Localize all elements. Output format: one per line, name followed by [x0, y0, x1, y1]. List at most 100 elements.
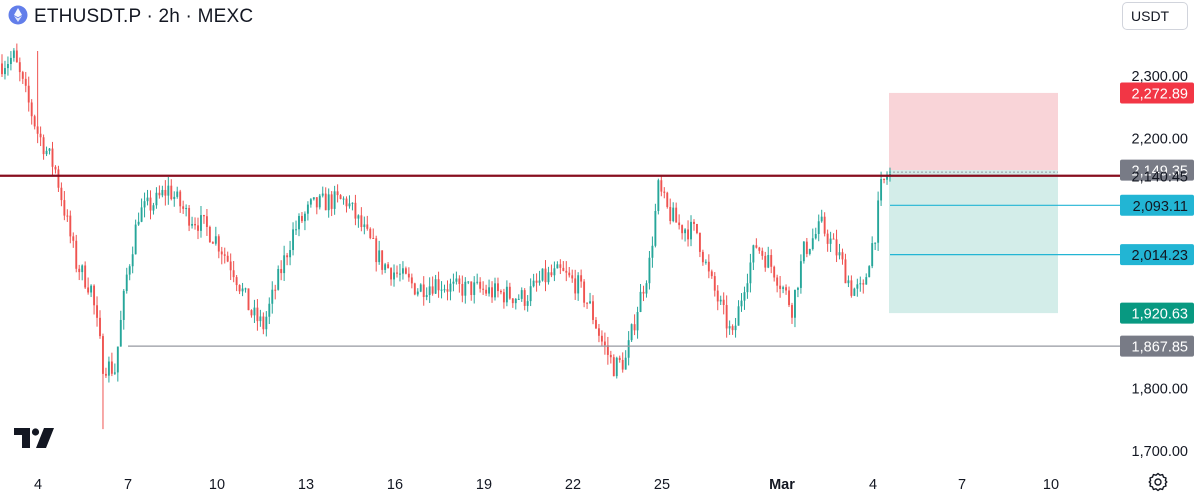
candle-body [511, 298, 514, 304]
candle-body [624, 357, 627, 370]
candle-body [425, 295, 428, 298]
candle-body [541, 268, 544, 281]
candle-body [256, 307, 259, 322]
candle-body [508, 286, 511, 299]
candle-body [796, 287, 799, 290]
candle-body [802, 241, 805, 262]
candle-body [627, 340, 630, 358]
candle-body [48, 148, 51, 151]
candle-body [731, 326, 734, 331]
candle-body [72, 236, 75, 241]
candle-body [393, 272, 395, 280]
candle-body [51, 148, 54, 167]
candle-body [271, 289, 274, 304]
candle-body [856, 284, 859, 289]
candle-body [223, 254, 226, 256]
candle-body [170, 185, 173, 200]
candle-body [505, 286, 508, 303]
candle-body [295, 229, 297, 231]
candle-body [461, 283, 464, 296]
candle-body [197, 225, 199, 231]
candle-body [384, 264, 387, 270]
candle-body [814, 234, 817, 239]
candle-body [416, 291, 419, 295]
candle-body [268, 303, 271, 317]
candle-body [743, 292, 746, 301]
candle-body [306, 204, 309, 214]
candle-body [226, 255, 229, 262]
price-label-box [1120, 244, 1194, 266]
currency-button[interactable]: USDT [1122, 2, 1188, 30]
candle-body [538, 280, 541, 283]
price-label-box [1120, 159, 1194, 181]
candle-body [173, 196, 176, 200]
candle-body [107, 361, 110, 376]
candle-body [339, 195, 342, 199]
candle-body [458, 278, 461, 284]
symbol-header[interactable]: ETHUSDT.P · 2h · MEXC [8, 5, 253, 28]
candle-body [211, 242, 214, 244]
time-axis[interactable]: 4 7 10 13 16 19 22 25 Mar 4 7 10 [34, 477, 1059, 493]
candle-body [149, 197, 152, 211]
candle-body [324, 193, 327, 211]
candle-body [583, 281, 586, 303]
candle-body [728, 326, 731, 329]
candle-body [886, 176, 888, 180]
candle-body [244, 288, 247, 290]
candle-body [639, 291, 642, 312]
candle-body [36, 126, 39, 134]
candle-body [770, 255, 773, 267]
price-label-text: 2,272.89 [1132, 86, 1188, 102]
candle-body [182, 206, 185, 209]
horizontal-levels [0, 174, 1120, 347]
position-zones [889, 92, 1058, 314]
candle-body [612, 357, 615, 377]
currency-label: USDT [1131, 8, 1170, 24]
candle-body [443, 289, 446, 291]
candle-body [645, 283, 648, 294]
price-label-box [1120, 82, 1194, 104]
candle-body [577, 275, 580, 294]
candle-body [143, 201, 146, 208]
candle-body [354, 202, 357, 219]
candle-body [752, 245, 755, 263]
candle-body [321, 193, 324, 196]
candle-body [381, 250, 384, 270]
candle-body [283, 255, 286, 274]
candle-body [755, 245, 758, 248]
price-axis[interactable]: 2,300.00 2,200.00 1,800.00 1,700.00 [1132, 69, 1188, 460]
candle-body [719, 299, 722, 302]
candle-body [707, 261, 710, 272]
candle-body [485, 289, 488, 294]
candle-body [396, 272, 398, 274]
candle-body [63, 200, 66, 216]
candle-body [161, 189, 164, 196]
candle-body [116, 346, 119, 373]
candle-body [749, 262, 752, 284]
candle-body [110, 361, 113, 374]
candle-body [238, 285, 241, 292]
candle-body [449, 283, 452, 292]
candle-body [96, 305, 98, 318]
candle-body [562, 267, 565, 271]
candle-body [482, 288, 485, 290]
candle-body [404, 268, 407, 274]
tradingview-logo[interactable] [14, 428, 56, 453]
candle-body [701, 251, 704, 263]
time-tick-label: 4 [869, 477, 877, 493]
candle-body [27, 85, 30, 103]
candle-body [452, 281, 455, 284]
candle-body [630, 324, 633, 341]
candle-body [250, 310, 253, 316]
gear-icon[interactable] [1148, 472, 1168, 497]
candle-body [75, 240, 78, 269]
candle-body [253, 307, 256, 316]
candle-body [529, 286, 532, 302]
candle-body [823, 216, 826, 234]
candle-body [651, 245, 654, 258]
candle-body [850, 280, 853, 296]
time-tick-label: 19 [476, 477, 492, 493]
candle-body [21, 72, 24, 79]
candle-body [298, 215, 300, 230]
